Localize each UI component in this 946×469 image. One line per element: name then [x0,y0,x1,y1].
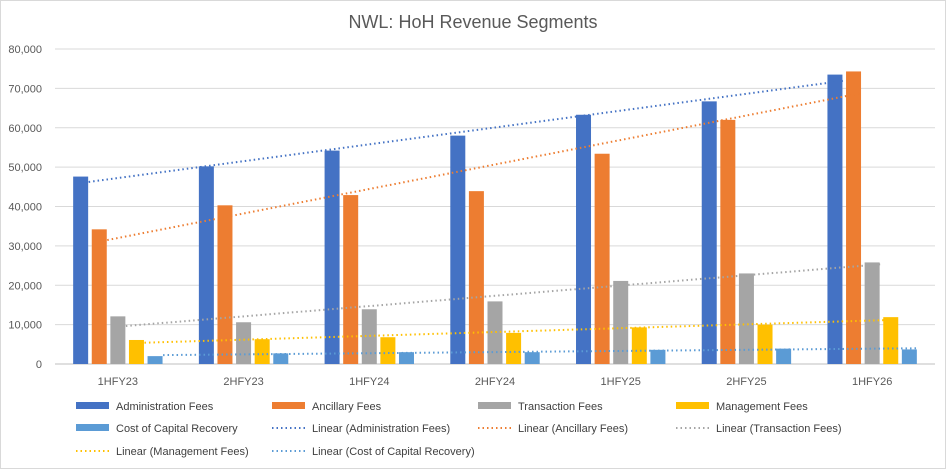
y-tick-label: 60,000 [8,123,42,135]
bar [147,356,163,364]
legend-swatch [478,402,511,409]
bar [450,135,466,364]
bar [361,309,377,364]
bar [487,301,503,364]
chart-title: NWL: HoH Revenue Segments [348,12,597,32]
bar [594,153,610,364]
bar [236,322,252,364]
legend-label: Management Fees [716,401,808,413]
bar [398,352,414,364]
trendline [163,347,918,357]
bar [576,114,592,364]
bar [217,205,233,364]
x-tick-label: 1HFY23 [98,376,138,388]
y-tick-label: 40,000 [8,202,42,214]
legend-label: Administration Fees [116,401,214,413]
trendline [107,92,862,242]
trendline [88,79,844,183]
y-tick-label: 70,000 [8,83,42,95]
trendline [144,318,899,344]
bar [901,349,917,364]
bar [324,150,340,364]
bar [846,71,862,364]
legend-swatch [272,402,305,409]
bar [720,119,736,364]
bar [757,324,773,364]
legend-label: Cost of Capital Recovery [116,423,238,435]
bar [738,273,754,364]
x-tick-label: 2HFY25 [726,376,766,388]
bar [468,191,484,364]
bar [883,317,899,364]
bar [110,316,126,364]
legend-label: Linear (Ancillary Fees) [518,423,628,435]
legend-label: Linear (Cost of Capital Recovery) [312,446,475,458]
bar [506,332,522,364]
x-tick-label: 1HFY24 [349,376,389,388]
legend-swatch [76,402,109,409]
legend-label: Linear (Administration Fees) [312,423,450,435]
bar [73,176,89,364]
bar [273,353,289,364]
bar [776,348,792,364]
legend-label: Linear (Transaction Fees) [716,423,842,435]
trendline [125,263,881,327]
x-tick-label: 1HFY25 [601,376,641,388]
trendlines [88,79,918,357]
y-tick-label: 50,000 [8,162,42,174]
bar [198,166,214,364]
legend: Administration Fees Ancillary Fees Transac… [76,401,842,458]
y-tick-label: 80,000 [8,44,42,56]
y-tick-label: 0 [36,359,42,371]
bar [128,339,144,364]
y-tick-label: 30,000 [8,241,42,253]
y-tick-label: 10,000 [8,320,42,332]
bar [631,327,647,364]
x-tick-label: 2HFY24 [475,376,515,388]
x-tick-label: 1HFY26 [852,376,892,388]
legend-swatch [76,424,109,431]
bar [701,101,717,365]
bar [827,74,843,364]
bar [343,195,359,364]
bar [650,349,666,364]
bars [73,71,917,365]
y-tick-label: 20,000 [8,280,42,292]
legend-label: Linear (Management Fees) [116,446,249,458]
x-axis-ticks: 1HFY23 2HFY23 1HFY24 2HFY24 1HFY25 2HFY25 1HFY… [98,376,893,388]
legend-swatch [676,402,709,409]
bar [864,262,880,364]
x-tick-label: 2HFY23 [223,376,263,388]
bar [254,339,270,364]
legend-label: Ancillary Fees [312,401,382,413]
bar [613,280,629,364]
legend-label: Transaction Fees [518,401,603,413]
bar [380,337,396,364]
bar [524,352,540,364]
bar [91,229,107,364]
y-axis-ticks: 0 10,000 20,000 30,000 40,000 50,000 60,000 70,… [8,44,42,371]
